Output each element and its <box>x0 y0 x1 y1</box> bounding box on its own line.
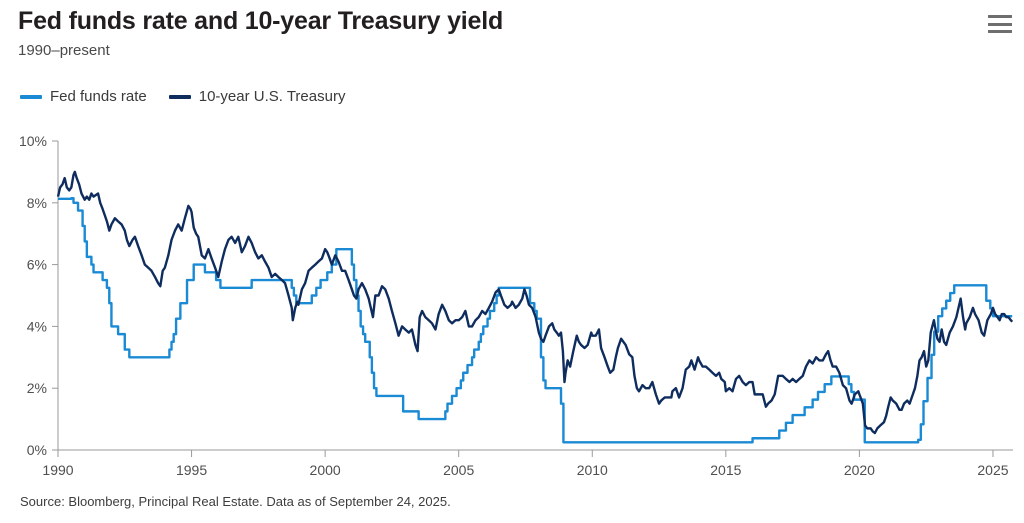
menu-line-2 <box>988 22 1012 26</box>
page-title: Fed funds rate and 10-year Treasury yiel… <box>18 7 504 35</box>
hamburger-menu-icon[interactable] <box>988 13 1014 35</box>
series-line-fed-funds <box>58 196 1013 444</box>
legend-label-treasury: 10-year U.S. Treasury <box>198 88 346 105</box>
legend-label-fed-funds: Fed funds rate <box>50 88 147 105</box>
chart-plot-area: 0% 2% 4% 6% 8% 10% 1990 1995 2000 2005 2010 2015 202… <box>0 120 1024 475</box>
x-tick-label: 1990 <box>42 462 73 475</box>
y-tick-label: 8% <box>27 195 47 211</box>
y-tick-label: 0% <box>27 442 47 458</box>
legend-item-treasury[interactable]: 10-year U.S. Treasury <box>168 88 346 105</box>
chart-subtitle: 1990–present <box>18 42 110 59</box>
y-tick-label: 4% <box>27 318 47 334</box>
y-tick-label: 6% <box>27 257 47 273</box>
line-chart-svg: 0% 2% 4% 6% 8% 10% 1990 1995 2000 2005 2010 2015 202… <box>19 133 1014 475</box>
menu-line-1 <box>988 15 1012 18</box>
y-tick-label: 2% <box>27 380 47 396</box>
menu-line-3 <box>988 30 1012 33</box>
x-tick-label: 2015 <box>710 462 741 475</box>
x-tick-label: 2020 <box>844 462 875 475</box>
x-tick-label: 2025 <box>977 462 1008 475</box>
source-note: Source: Bloomberg, Principal Real Estate… <box>20 494 451 509</box>
series-line-treasury <box>56 170 1014 435</box>
x-tick-label: 2000 <box>310 462 341 475</box>
x-tick-label: 1995 <box>176 462 207 475</box>
chart-header: Fed funds rate and 10-year Treasury yiel… <box>18 6 1006 61</box>
legend-item-fed-funds[interactable]: Fed funds rate <box>20 88 147 105</box>
legend-swatch-treasury <box>168 94 191 99</box>
x-tick-label: 2010 <box>577 462 608 475</box>
legend-swatch-fed-funds <box>20 94 42 99</box>
chart-legend: Fed funds rate 10-year U.S. Treasury <box>20 88 345 105</box>
y-tick-label: 10% <box>19 133 47 149</box>
x-tick-label: 2005 <box>443 462 474 475</box>
